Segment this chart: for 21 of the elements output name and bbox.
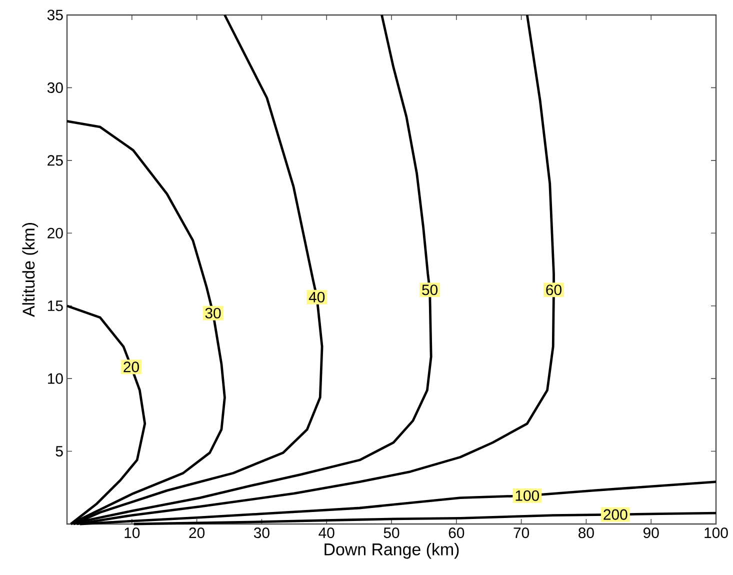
x-tick-label: 60 (448, 528, 464, 538)
y-tick-label: 10 (48, 373, 63, 384)
x-tick-label: 40 (318, 528, 334, 538)
x-axis-title: Down Range (km) (324, 542, 459, 559)
x-tick-label: 30 (254, 528, 270, 538)
y-tick-label: 25 (48, 155, 63, 166)
y-tick-label: 35 (47, 10, 63, 20)
y-tick-label: 30 (47, 82, 63, 93)
y-tick-label: 20 (48, 228, 63, 238)
y-tick-label: 15 (48, 300, 63, 312)
x-tick-label: 70 (514, 528, 530, 538)
series-label: 30 (205, 308, 221, 318)
x-tick-label: 90 (644, 528, 659, 538)
x-tick-label: 80 (578, 528, 594, 538)
x-tick-label: 10 (124, 528, 140, 538)
x-tick-label: 100 (704, 528, 728, 538)
y-axis-title: Altitude (km) (22, 223, 38, 317)
series-label: 40 (308, 292, 325, 302)
x-tick-label: 20 (189, 528, 205, 538)
x-tick-label: 50 (384, 528, 400, 538)
y-tick-label: 5 (56, 446, 63, 456)
